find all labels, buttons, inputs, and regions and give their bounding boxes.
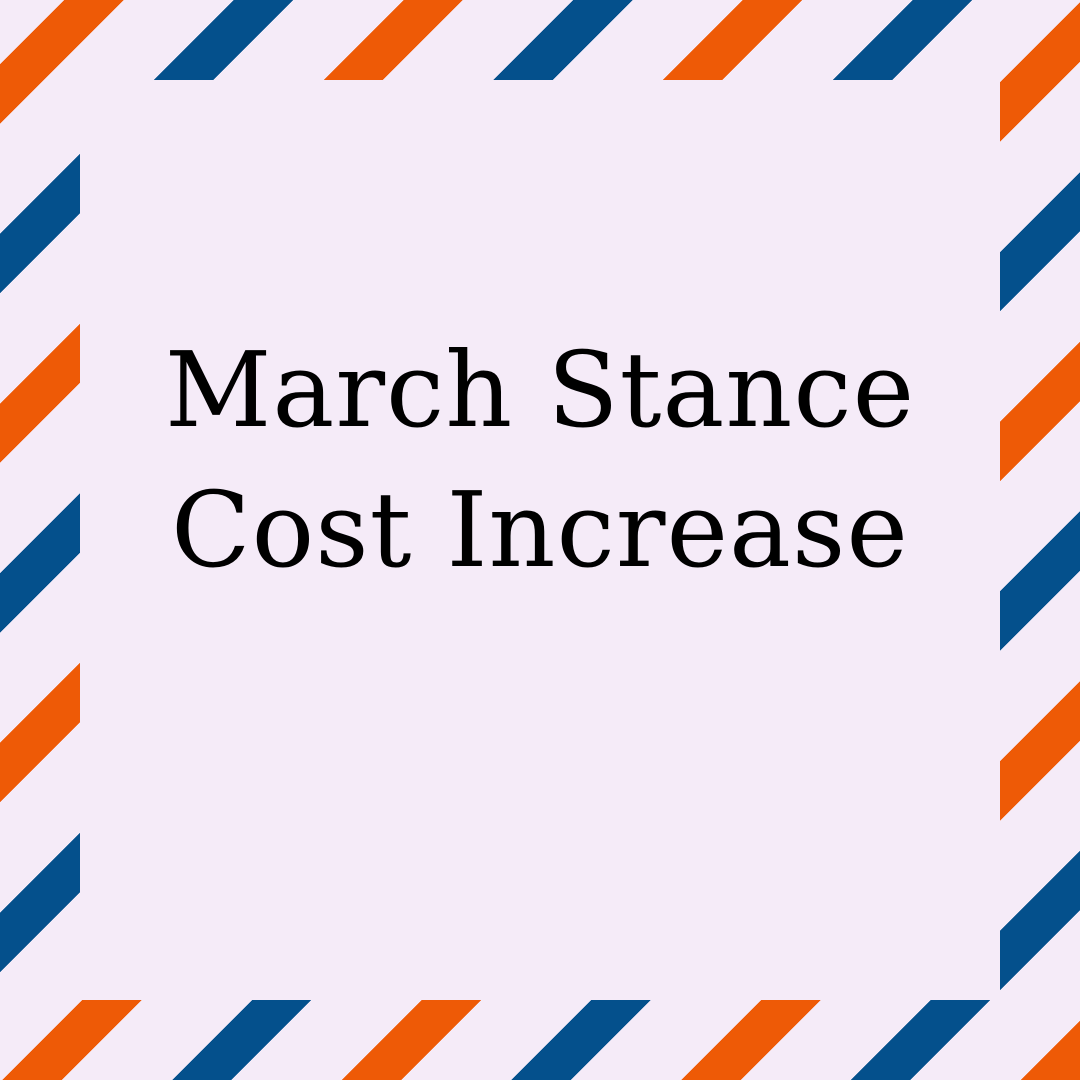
title-line-2: Cost Increase [171,469,909,591]
center-panel: March Stance Cost Increase [80,80,1000,1000]
title-line-1: March Stance [164,329,916,451]
graphic-title: March Stance Cost Increase [165,320,915,600]
